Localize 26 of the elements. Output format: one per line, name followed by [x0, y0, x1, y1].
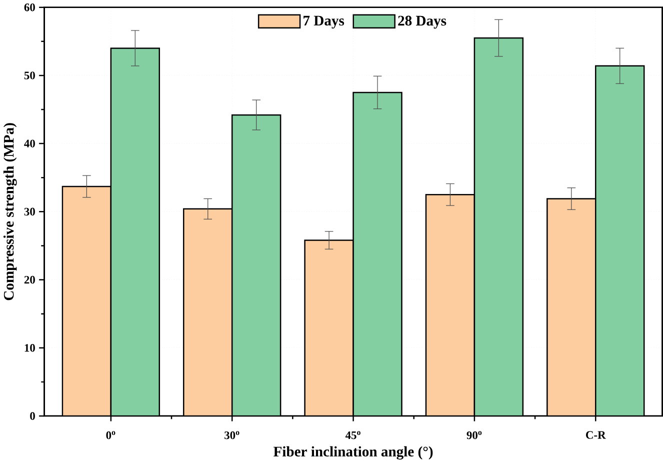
bar	[426, 194, 474, 416]
bar	[546, 198, 596, 416]
bar	[304, 240, 354, 416]
bar	[110, 48, 160, 416]
x-tick-label: 90$^{o}$	[466, 431, 482, 440]
bar	[353, 92, 402, 416]
y-axis-title: Compressive strength (MPa)	[3, 123, 17, 300]
bar	[474, 38, 523, 416]
y-tick-label: 10	[24, 344, 35, 352]
bar	[62, 186, 111, 416]
x-tick-label: 0$^{o}$	[106, 431, 116, 440]
y-tick-label: 40	[24, 140, 35, 148]
x-tick-label: 45$^{o}$	[345, 431, 360, 440]
y-tick-label: 60	[24, 3, 35, 12]
x-axis-title: Fiber inclination angle (°)	[274, 446, 433, 460]
y-tick-label: 20	[24, 276, 35, 284]
bar	[184, 208, 232, 416]
x-tick-label: 30$^{o}$	[224, 431, 240, 440]
x-tick-label: C-R	[586, 431, 606, 439]
legend-label: 28 Days	[398, 16, 446, 29]
bar	[595, 65, 645, 416]
bar	[232, 114, 281, 416]
y-tick-label: 30	[24, 208, 35, 216]
legend-label: 7 Days	[304, 16, 344, 29]
y-tick-label: 0	[30, 412, 35, 420]
y-tick-label: 50	[24, 72, 35, 80]
